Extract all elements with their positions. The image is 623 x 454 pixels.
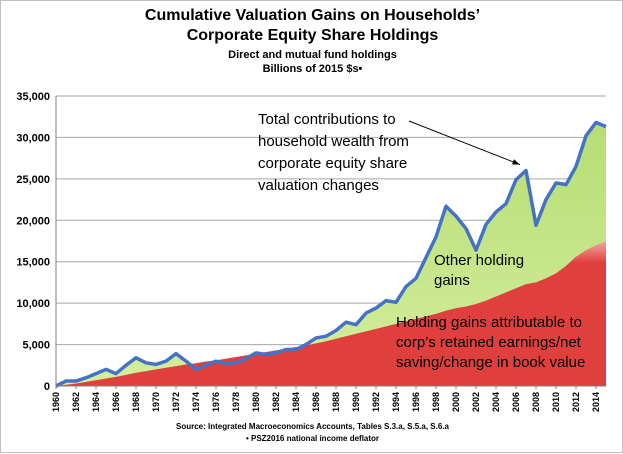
x-tick-label: 2000 bbox=[451, 392, 461, 412]
x-tick-label: 2014 bbox=[591, 392, 601, 412]
x-tick-label: 1978 bbox=[231, 392, 241, 412]
x-tick-label: 2004 bbox=[491, 392, 501, 412]
y-tick-label: 15,000 bbox=[16, 257, 50, 269]
annotation-arrow bbox=[408, 120, 521, 166]
y-tick-label: 30,000 bbox=[16, 132, 50, 144]
annotation-other-text: gains bbox=[434, 272, 470, 289]
x-tick-label: 2002 bbox=[471, 392, 481, 412]
x-tick-label: 1976 bbox=[211, 392, 221, 412]
x-tick-label: 1970 bbox=[151, 392, 161, 412]
annotation-other-text: Other holding bbox=[434, 252, 524, 269]
x-tick-label: 1988 bbox=[331, 392, 341, 412]
x-tick-label: 1990 bbox=[351, 392, 361, 412]
x-tick-label: 1974 bbox=[191, 392, 201, 412]
annotation-total-text: corporate equity share bbox=[258, 155, 407, 172]
annotation-arrowhead bbox=[512, 159, 520, 165]
y-tick-label: 5,000 bbox=[22, 340, 50, 352]
x-tick-label: 1996 bbox=[411, 392, 421, 412]
x-tick-label: 1984 bbox=[291, 392, 301, 412]
x-tick-label: 1972 bbox=[171, 392, 181, 412]
x-tick-label: 2008 bbox=[531, 392, 541, 412]
x-tick-label: 1980 bbox=[251, 392, 261, 412]
y-tick-label: 10,000 bbox=[16, 298, 50, 310]
source-note: Source: Integrated Macroeconomics Accoun… bbox=[176, 422, 449, 431]
x-tick-label: 1960 bbox=[51, 392, 61, 412]
y-tick-label: 0 bbox=[44, 381, 50, 393]
x-tick-label: 1966 bbox=[111, 392, 121, 412]
y-tick-label: 35,000 bbox=[16, 91, 50, 103]
x-tick-label: 1986 bbox=[311, 392, 321, 412]
annotation-total-text: household wealth from bbox=[258, 133, 409, 150]
x-tick-label: 1982 bbox=[271, 392, 281, 412]
y-tick-label: 20,000 bbox=[16, 215, 50, 227]
retained-earnings-area bbox=[56, 241, 606, 386]
x-tick-label: 1998 bbox=[431, 392, 441, 412]
y-tick-label: 25,000 bbox=[16, 174, 50, 186]
chart-subtitle: Direct and mutual fund holdings bbox=[228, 49, 397, 61]
annotation-retained-text: saving/change in book value bbox=[396, 354, 585, 371]
chart-units-subtitle: Billions of 2015 $s• bbox=[262, 63, 363, 75]
x-tick-label: 1994 bbox=[391, 392, 401, 412]
chart-title: Cumulative Valuation Gains on Households… bbox=[144, 7, 481, 24]
chart-title-line-2: Corporate Equity Share Holdings bbox=[186, 27, 439, 44]
annotation-total-text: valuation changes bbox=[258, 177, 379, 194]
annotation-retained-text: corp’s retained earnings/net bbox=[396, 334, 582, 351]
x-tick-label: 2010 bbox=[551, 392, 561, 412]
x-tick-label: 1964 bbox=[91, 392, 101, 412]
annotation-retained-text: Holding gains attributable to bbox=[396, 314, 582, 331]
x-tick-label: 2012 bbox=[571, 392, 581, 412]
x-tick-label: 1962 bbox=[71, 392, 81, 412]
footnote: • PSZ2016 national income deflator bbox=[245, 434, 380, 443]
annotation-total-text: Total contributions to bbox=[258, 111, 396, 128]
x-tick-label: 2006 bbox=[511, 392, 521, 412]
x-tick-label: 1968 bbox=[131, 392, 141, 412]
x-tick-label: 1992 bbox=[371, 392, 381, 412]
total-line bbox=[55, 120, 607, 388]
